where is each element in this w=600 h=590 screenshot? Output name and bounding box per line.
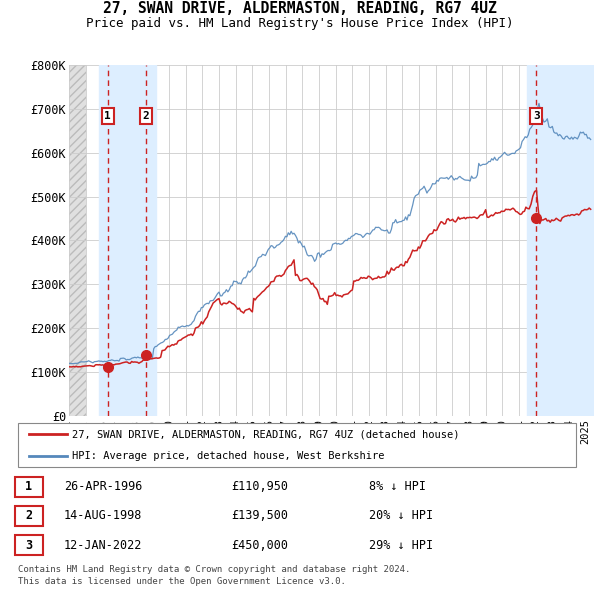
Text: 2: 2 [143,111,149,121]
Text: 12-JAN-2022: 12-JAN-2022 [64,539,142,552]
Text: 27, SWAN DRIVE, ALDERMASTON, READING, RG7 4UZ: 27, SWAN DRIVE, ALDERMASTON, READING, RG… [103,1,497,16]
FancyBboxPatch shape [15,477,43,497]
Text: 1: 1 [25,480,32,493]
Text: 29% ↓ HPI: 29% ↓ HPI [369,539,433,552]
Text: 20% ↓ HPI: 20% ↓ HPI [369,509,433,523]
Bar [527,65,594,416]
Text: 1: 1 [104,111,111,121]
Text: This data is licensed under the Open Government Licence v3.0.: This data is licensed under the Open Gov… [18,577,346,586]
Bar [99,65,155,416]
Text: 26-APR-1996: 26-APR-1996 [64,480,142,493]
Text: 27, SWAN DRIVE, ALDERMASTON, READING, RG7 4UZ (detached house): 27, SWAN DRIVE, ALDERMASTON, READING, RG… [73,429,460,439]
Bar [69,65,86,416]
Text: 3: 3 [533,111,540,121]
Text: HPI: Average price, detached house, West Berkshire: HPI: Average price, detached house, West… [73,451,385,461]
Text: £110,950: £110,950 [231,480,288,493]
Text: £450,000: £450,000 [231,539,288,552]
Text: £139,500: £139,500 [231,509,288,523]
Text: 3: 3 [25,539,32,552]
Text: Price paid vs. HM Land Registry's House Price Index (HPI): Price paid vs. HM Land Registry's House … [86,17,514,30]
FancyBboxPatch shape [15,535,43,555]
Text: 14-AUG-1998: 14-AUG-1998 [64,509,142,523]
FancyBboxPatch shape [18,422,577,467]
Text: 2: 2 [25,509,32,523]
Text: Contains HM Land Registry data © Crown copyright and database right 2024.: Contains HM Land Registry data © Crown c… [18,565,410,574]
FancyBboxPatch shape [15,506,43,526]
Text: 8% ↓ HPI: 8% ↓ HPI [369,480,426,493]
Bar [577,65,594,416]
